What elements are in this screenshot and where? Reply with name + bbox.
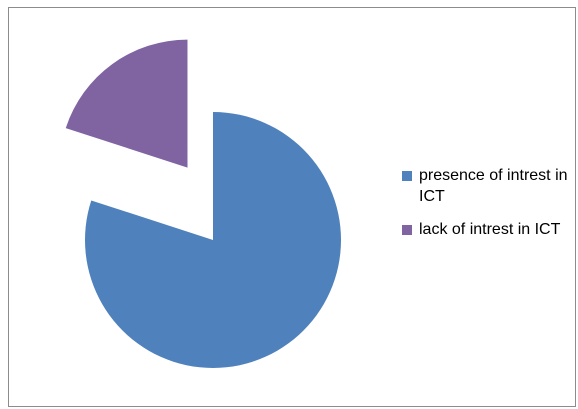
pie-slice-presence	[85, 112, 341, 368]
legend-entry-presence: presence of intrest in ICT	[402, 165, 572, 207]
legend-label-presence: presence of intrest in ICT	[419, 167, 568, 205]
legend-label-lack: lack of intrest in ICT	[419, 221, 560, 238]
legend-swatch-presence	[402, 171, 412, 181]
legend: presence of intrest in ICT lack of intre…	[402, 165, 572, 252]
pie-slice-lack	[66, 40, 188, 168]
legend-entry-lack: lack of intrest in ICT	[402, 219, 572, 240]
legend-swatch-lack	[402, 225, 412, 235]
